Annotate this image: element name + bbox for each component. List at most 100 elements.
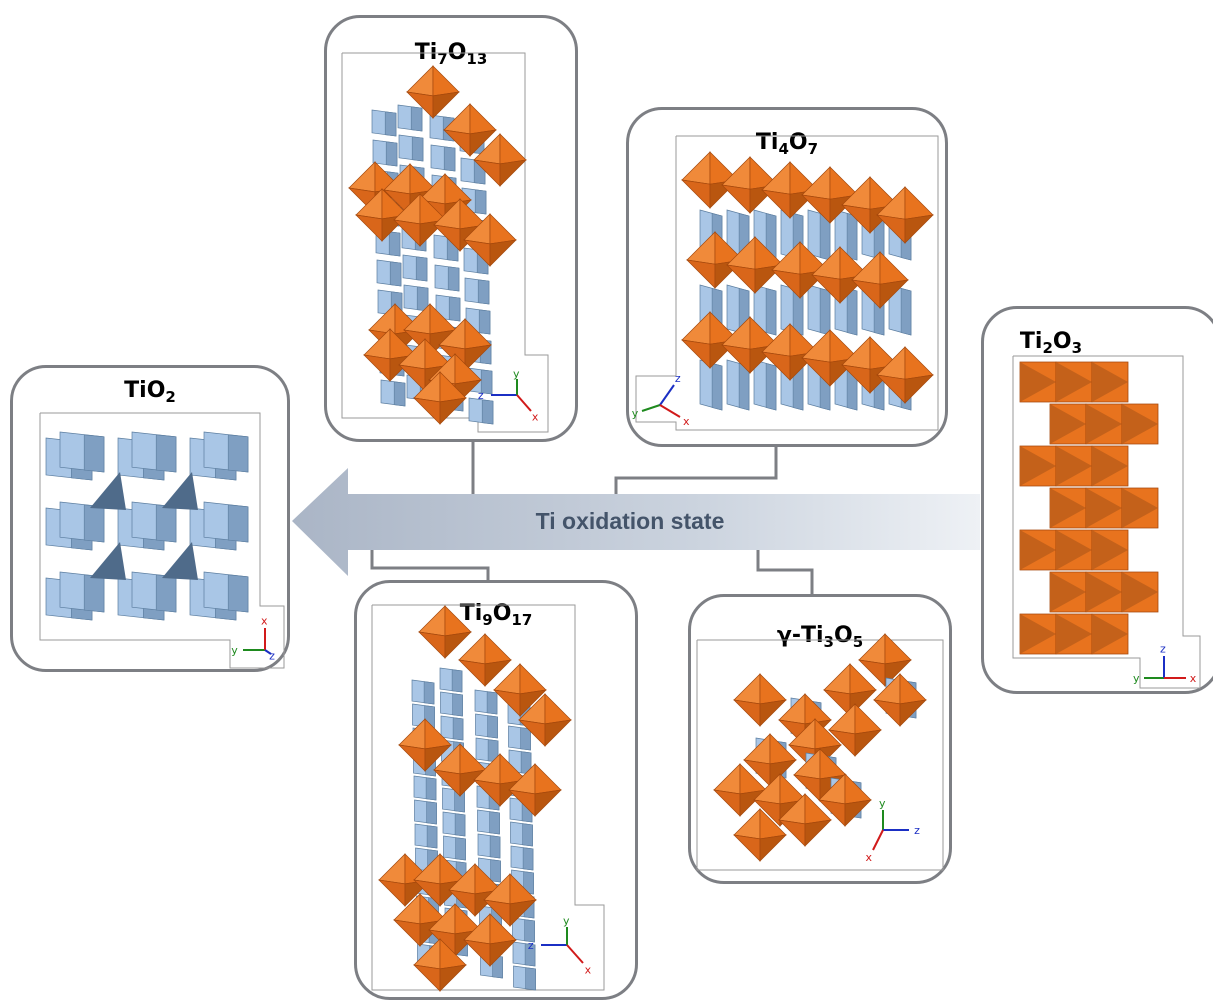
ti7o13-structure [348, 65, 527, 425]
axis-x [566, 944, 584, 964]
axis-x [659, 404, 681, 418]
blue-octahedron-face [711, 363, 723, 411]
ti-octahedron-face [444, 631, 472, 659]
ti-octahedron-face [804, 819, 832, 847]
ti-octahedron-face [904, 346, 934, 380]
panel-title: Ti2O3 [1019, 329, 1083, 357]
ti-octahedron-face [769, 733, 797, 765]
inner-frame-ti4o7 [635, 135, 939, 431]
ti-octahedron-face [1050, 488, 1086, 528]
axis-y-label: y [879, 797, 886, 810]
ti-octahedron-face [1086, 488, 1122, 528]
ti-octahedron-face [1050, 572, 1086, 612]
ti-octahedron [858, 633, 886, 665]
ti-octahedron-face [1092, 614, 1128, 654]
blue-octahedron-face [425, 777, 437, 801]
axis-z-label: z [528, 939, 534, 952]
blue-octahedron-face [388, 231, 401, 257]
ti-octahedron-face [733, 834, 761, 862]
blue-octahedron-face [155, 434, 177, 473]
blue-octahedron-face [489, 835, 501, 859]
ti-octahedron [713, 763, 741, 795]
blue-octahedron-face [389, 261, 402, 287]
ti2o3-structure [1019, 361, 1159, 655]
blue-octahedron-face [525, 967, 536, 991]
ti-octahedron-face [1122, 488, 1158, 528]
ti-octahedron-face [1056, 530, 1092, 570]
ti-octahedron-face [355, 214, 383, 242]
blue-octahedron-face [83, 434, 105, 473]
ti-octahedron-face [1122, 404, 1158, 444]
ti-octahedron-face [1092, 530, 1128, 570]
blue-octahedron-face [411, 136, 424, 162]
ti-octahedron-face [413, 397, 441, 425]
blue-octahedron-face [524, 943, 536, 967]
blue-octahedron-face [384, 111, 397, 137]
axis-x-label: x [1190, 672, 1197, 685]
ti-octahedron-face [469, 103, 497, 135]
axis-y-label: y [563, 915, 570, 928]
blue-octahedron-face [385, 141, 398, 167]
ti-octahedron-face [904, 186, 934, 220]
ti-octahedron-face [398, 744, 426, 772]
ti-octahedron-face [884, 633, 912, 665]
blue-octahedron-face [455, 837, 466, 861]
panel-title: TiO2 [124, 378, 176, 406]
ti-octahedron-face [681, 339, 711, 369]
ti-octahedron-face [509, 899, 537, 927]
ti4o7-structure [681, 151, 934, 411]
panel-title: Ti7O13 [414, 40, 488, 68]
ti-octahedron-face [444, 605, 472, 637]
blue-octahedron-face [523, 871, 534, 895]
ti-octahedron-face [393, 919, 421, 947]
axis-z [659, 384, 675, 406]
ti-octahedron-face [1086, 404, 1122, 444]
ti-octahedron-face [759, 673, 787, 705]
tio2-structure [45, 431, 249, 621]
blue-octahedron-face [227, 434, 249, 473]
blue-octahedron-face [452, 717, 464, 741]
ti-octahedron-face [418, 631, 446, 659]
ti-octahedron-face [854, 703, 882, 735]
ti-octahedron [406, 65, 434, 97]
ti-octahedron-face [469, 129, 497, 157]
blue-octahedron-shadow [162, 542, 198, 580]
blue-octahedron-face [426, 801, 437, 825]
axis-y-label: y [1133, 672, 1140, 685]
blue-octahedron-face [489, 811, 500, 835]
axis-z-label: z [675, 372, 681, 385]
axis-x [872, 829, 884, 851]
axis-x-label: x [683, 415, 690, 428]
blue-octahedron-face [765, 288, 777, 336]
blue-octahedron-face [448, 296, 461, 322]
panel-title: Ti9O17 [459, 601, 533, 629]
ti-octahedron-face [424, 744, 452, 772]
blue-octahedron-face [477, 279, 490, 305]
gti3o5-structure [713, 633, 927, 862]
ti-octahedron-face [463, 939, 491, 967]
connector-ti9o17 [370, 550, 490, 580]
ti-octahedron-face [1056, 614, 1092, 654]
ti-octahedron-face [721, 184, 751, 214]
blue-octahedron-face [487, 715, 498, 739]
axis-x-label: x [866, 851, 873, 864]
ti-octahedron-face [484, 633, 512, 665]
inner-frame-ti7o13 [341, 52, 549, 433]
axis-triad: y z x [632, 372, 690, 428]
ti-octahedron-face [1050, 404, 1086, 444]
axis-z-label: z [1160, 642, 1166, 655]
ti-octahedron-face [484, 659, 512, 687]
inner-frame-ti2o3 [1012, 355, 1201, 689]
blue-octahedron-face [819, 288, 831, 336]
blue-octahedron-face [846, 213, 858, 261]
blue-octahedron-face [524, 919, 535, 943]
ti-octahedron-face [873, 699, 901, 727]
blue-octahedron-face [227, 504, 249, 543]
ti-octahedron-face [378, 879, 406, 907]
axis-x-label: x [532, 411, 539, 424]
ti-octahedron-face [489, 213, 517, 245]
axis-triad: y z x [1133, 642, 1197, 685]
blue-octahedron-face [454, 813, 466, 837]
ti-octahedron-face [363, 354, 391, 382]
